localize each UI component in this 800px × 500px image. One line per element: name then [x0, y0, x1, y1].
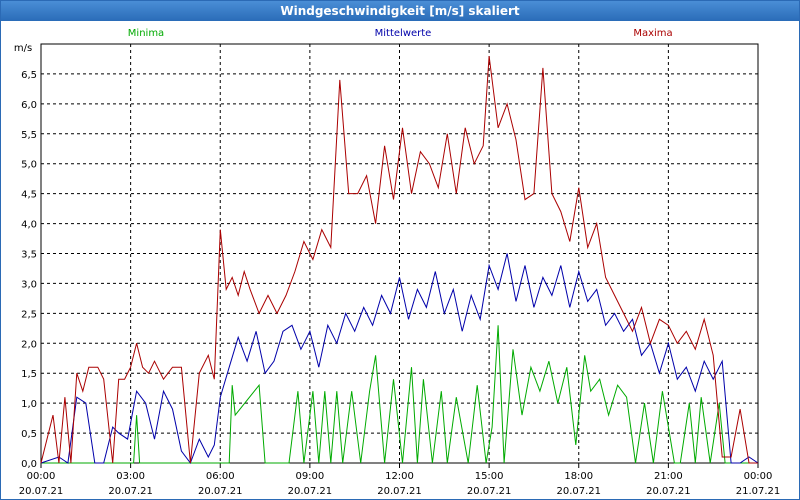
- y-tick-label: 3,5: [21, 250, 37, 261]
- y-axis-label: m/s: [14, 43, 32, 54]
- series-line-maxima: [40, 55, 758, 464]
- x-tick-time: 21:00: [654, 471, 683, 482]
- y-tick-label: 0,0: [21, 459, 37, 470]
- x-tick-time: 00:00: [744, 471, 773, 482]
- y-tick-label: 4,5: [21, 190, 37, 201]
- series-lines: [40, 55, 759, 465]
- y-tick-label: 4,0: [21, 220, 37, 231]
- y-tick-label: 5,0: [21, 160, 37, 171]
- x-tick-date: 20.07.21: [288, 486, 333, 497]
- x-tick-date: 20.07.21: [467, 486, 512, 497]
- series-line-minima: [41, 325, 758, 464]
- y-tick-label: 2,0: [21, 339, 37, 350]
- y-tick-label: 2,5: [21, 309, 37, 320]
- y-tick-label: 1,0: [21, 399, 37, 410]
- x-tick-time: 18:00: [564, 471, 593, 482]
- y-tick-label: 6,0: [21, 100, 37, 111]
- x-axis-tick-labels: 00:00 20.07.21 03:00 20.07.21 06:00 20.07.21 0…: [19, 471, 781, 497]
- series-line-mittelwerte: [40, 253, 759, 465]
- y-axis-tick-labels: 0,0 0,5 1,0 1,5 2,0 2,5 3,0 3,5 4,0 4,5 5,0 5,5 6,0 6…: [21, 70, 37, 470]
- legend-maxima: Maxima: [633, 28, 672, 39]
- legend-minima: Minima: [128, 28, 164, 39]
- x-tick-date: 21.07.21: [736, 486, 781, 497]
- y-tick-label: 3,0: [21, 279, 37, 290]
- legend-mittelwerte: Mittelwerte: [375, 28, 432, 39]
- line-chart: 0,0 0,5 1,0 1,5 2,0 2,5 3,0 3,5 4,0 4,5 5,0 5,5 6,0 6…: [14, 28, 781, 497]
- x-tick-time: 09:00: [295, 471, 324, 482]
- x-tick-time: 00:00: [27, 471, 56, 482]
- grid-lines: [40, 43, 759, 468]
- x-tick-date: 20.07.21: [198, 486, 243, 497]
- x-tick-date: 20.07.21: [556, 486, 601, 497]
- x-tick-time: 06:00: [206, 471, 235, 482]
- x-tick-date: 20.07.21: [377, 486, 422, 497]
- x-tick-time: 03:00: [116, 471, 145, 482]
- y-tick-label: 1,5: [21, 369, 37, 380]
- window-title: Windgeschwindigkeit [m/s] skaliert: [1, 1, 799, 21]
- x-tick-date: 20.07.21: [108, 486, 153, 497]
- x-tick-time: 12:00: [385, 471, 414, 482]
- y-tick-label: 0,5: [21, 429, 37, 440]
- x-tick-date: 20.07.21: [19, 486, 64, 497]
- x-tick-date: 20.07.21: [646, 486, 691, 497]
- y-tick-label: 6,5: [21, 70, 37, 81]
- x-tick-time: 15:00: [475, 471, 504, 482]
- y-tick-label: 5,5: [21, 130, 37, 141]
